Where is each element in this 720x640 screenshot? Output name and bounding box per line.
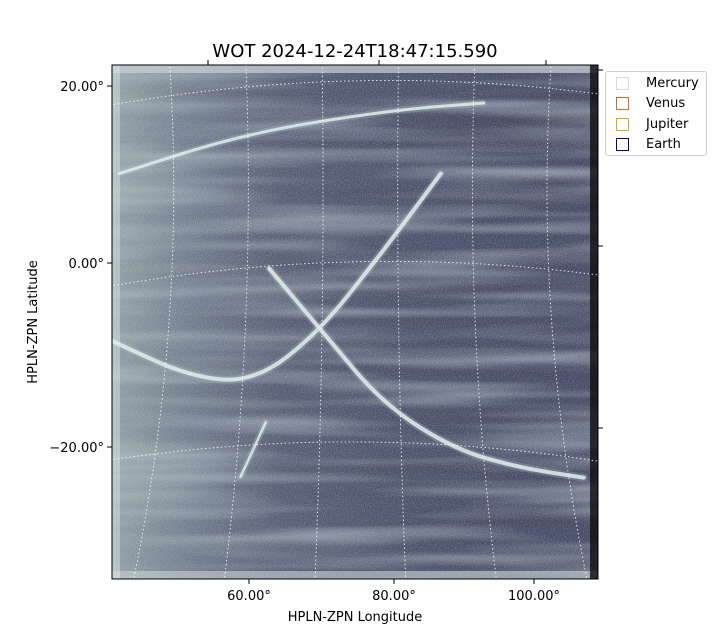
- plot-frame: [111, 64, 599, 580]
- upper-streak: [117, 101, 486, 176]
- legend-item-jupiter: Jupiter: [616, 114, 688, 134]
- legend-item-earth: Earth: [616, 135, 681, 155]
- grid-lon-90: [471, 65, 497, 579]
- small-streak: [239, 421, 267, 478]
- legend-swatch: [616, 138, 629, 151]
- y-axis-label: HPLN-ZPN Latitude: [26, 260, 41, 383]
- streak-layer: [112, 99, 588, 482]
- grid-lon-60: [223, 65, 249, 579]
- legend-label: Jupiter: [646, 116, 689, 132]
- x-tick-label: 80.00°: [372, 589, 416, 604]
- legend-item-mercury: Mercury: [616, 73, 699, 93]
- y-tick-label: 0.00°: [69, 257, 104, 272]
- legend-item-venus: Venus: [616, 94, 685, 114]
- left-arc: [112, 171, 443, 382]
- y-tick-label: 20.00°: [60, 80, 104, 95]
- plot-image: [112, 65, 598, 579]
- x-axis-label: HPLN-ZPN Longitude: [288, 610, 423, 625]
- x-tick-label: 100.00°: [508, 589, 560, 604]
- grid-lon-80: [397, 65, 407, 579]
- y-tick-label: −20.00°: [49, 441, 104, 456]
- grid-lines: [112, 65, 598, 579]
- legend-swatch: [616, 97, 629, 110]
- legend-swatch: [616, 76, 629, 90]
- y-axis: 20.00° 0.00° −20.00°: [49, 69, 603, 456]
- legend-label: Venus: [646, 96, 686, 111]
- legend-label: Mercury: [646, 75, 699, 91]
- grid-lat--20: [112, 441, 598, 462]
- x-tick-label: 60.00°: [227, 589, 271, 604]
- legend-swatch: [616, 117, 629, 131]
- legend: Mercury Venus Jupiter Earth: [605, 71, 707, 156]
- right-arc: [267, 266, 586, 480]
- legend-label: Earth: [646, 137, 681, 152]
- chart-title: WOT 2024-12-24T18:47:15.590: [212, 41, 497, 62]
- grid-lon-70: [314, 65, 324, 579]
- x-axis: 60.00° 80.00° 100.00°: [207, 60, 560, 604]
